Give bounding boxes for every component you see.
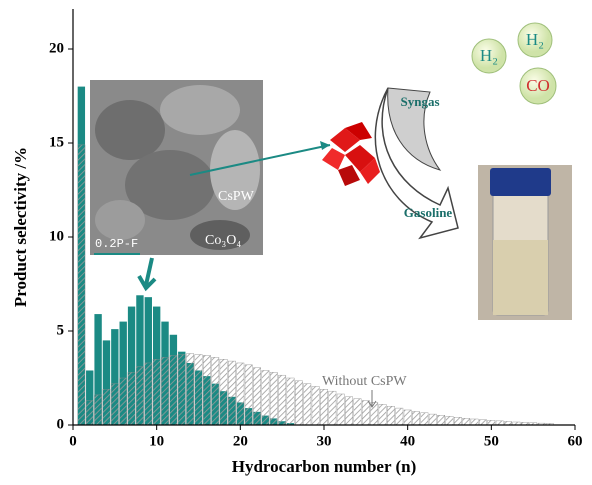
pointer-arrow [139,258,155,288]
bar [253,368,260,425]
bar [496,421,503,425]
bar [479,420,486,425]
bar [212,357,219,425]
bar [421,413,428,425]
bar [312,386,319,425]
bar [354,399,361,425]
bar [195,355,202,426]
bar [437,415,444,425]
bar [145,363,152,425]
bar [245,365,252,425]
bar [454,417,461,425]
bar [161,357,168,425]
bar [304,384,311,425]
bar [329,391,336,425]
series-label: 0.2P-F [95,237,138,251]
series-label: Without CsPW [322,374,407,389]
bar [178,355,185,426]
bar [228,361,235,425]
bar [463,418,470,425]
bar [262,370,269,425]
bar [287,378,294,425]
bar [446,416,453,425]
bar [471,419,478,425]
bar [78,145,85,425]
y-tick-label: 0 [57,416,65,432]
bar [278,375,285,425]
x-tick-label: 40 [400,433,415,449]
x-tick-label: 20 [233,433,248,449]
annotation: CO [526,76,550,95]
bar [237,363,244,425]
x-tick-label: 30 [317,433,332,449]
bar [396,408,403,425]
bar [337,394,344,425]
bar [128,372,135,425]
annotation: Co₃O₄ [205,233,241,248]
bar [94,395,101,425]
bar [412,411,419,425]
bar [120,378,127,425]
bar [220,359,227,425]
tem-inset [90,80,330,255]
bar [153,359,160,425]
bar [429,414,436,425]
x-tick-label: 10 [149,433,164,449]
annotation: CsPW [218,189,255,204]
y-tick-label: 20 [49,40,64,56]
bar [136,367,143,425]
x-axis-label: Hydrocarbon number (n) [232,457,417,476]
bar [170,355,177,425]
bar [111,384,118,425]
chart: 0 5 10 15 20 0 10 20 30 40 50 60 Hydrocarbon number … [0,0,592,485]
bar [295,381,302,425]
bar [362,401,369,425]
bar [103,389,110,425]
annotation: H₂ [526,30,544,49]
annotation: Gasoline [404,205,453,220]
bar [379,404,386,425]
x-tick-label: 0 [69,433,77,449]
y-tick-label: 10 [49,228,64,244]
x-tick-label: 50 [484,433,499,449]
vial-photo [478,165,572,320]
bar [345,397,352,425]
y-tick-label: 15 [49,134,64,150]
y-axis-label: Product selectivity /% [11,147,30,307]
bar [404,410,411,425]
x-tick-label: 60 [568,433,583,449]
bar [387,406,394,425]
bar [186,354,193,425]
annotation: Syngas [400,94,439,109]
y-tick-label: 5 [57,322,65,338]
bar [320,389,327,425]
bar [203,355,210,425]
bar [488,420,495,425]
annotation: H₂ [480,46,498,65]
cspw-cluster [322,122,380,186]
bar [270,372,277,425]
bar [86,401,93,425]
